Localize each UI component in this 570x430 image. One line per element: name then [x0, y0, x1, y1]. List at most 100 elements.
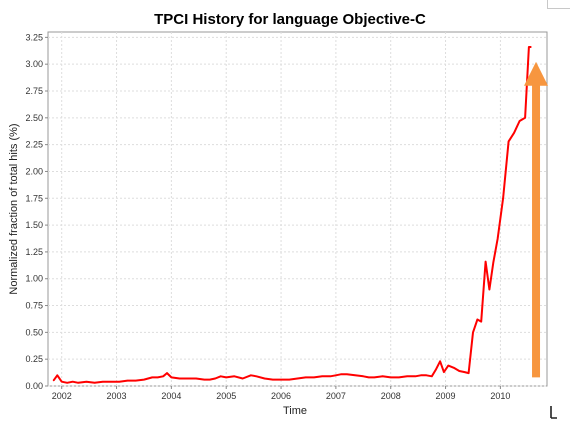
data-point: [179, 377, 181, 380]
chart-title: TPCI History for language Objective-C: [154, 11, 426, 28]
data-point: [170, 376, 172, 379]
data-point: [420, 374, 422, 376]
data-point: [464, 371, 466, 373]
data-point: [362, 375, 364, 377]
data-point: [162, 375, 164, 377]
data-point: [346, 373, 348, 375]
data-point: [220, 375, 222, 377]
data-point: [305, 376, 307, 379]
data-point: [492, 262, 494, 264]
y-axis-ticks: 0.00 0.25 0.50 0.75 1.00 1.25 1.50 1.75 2.00 2.25…: [25, 32, 48, 391]
data-point: [453, 367, 455, 369]
data-point: [458, 370, 460, 372]
data-point: [390, 376, 392, 379]
data-point: [143, 378, 145, 381]
data-point: [135, 380, 137, 382]
data-point: [406, 375, 408, 377]
x-axis-ticks: 2002 2003 2004 2005 2006 2007 2008 2009 2010: [52, 386, 510, 401]
data-point: [203, 378, 205, 381]
data-point: [513, 132, 515, 134]
data-point: [157, 376, 159, 379]
data-point: [488, 288, 491, 291]
data-point: [209, 378, 211, 381]
y-tick-label: 0.50: [25, 327, 43, 337]
data-point: [447, 365, 449, 367]
data-point: [56, 374, 58, 376]
y-tick-label: 2.00: [25, 166, 43, 176]
data-point: [439, 360, 441, 362]
data-point: [242, 377, 244, 380]
y-tick-label: 2.75: [25, 86, 43, 96]
data-point: [94, 382, 96, 384]
data-point: [118, 381, 120, 383]
y-tick-label: 3.00: [25, 59, 43, 69]
y-tick-label: 1.25: [25, 247, 43, 257]
data-point: [528, 46, 530, 48]
x-tick-label: 2004: [161, 391, 181, 401]
y-tick-label: 3.25: [25, 32, 43, 42]
x-tick-label: 2010: [490, 391, 510, 401]
x-tick-label: 2003: [107, 391, 127, 401]
data-point: [425, 374, 427, 376]
data-point: [77, 382, 79, 384]
data-point: [52, 380, 55, 382]
series-layer: [52, 46, 532, 384]
x-tick-label: 2002: [52, 391, 72, 401]
data-point: [321, 375, 323, 377]
data-point: [508, 140, 510, 143]
data-point: [373, 376, 375, 379]
data-point: [233, 375, 236, 377]
y-axis-label: Normalized fraction of total hits (%): [8, 123, 20, 294]
data-point: [329, 375, 332, 377]
data-point: [530, 46, 532, 48]
data-point: [340, 373, 342, 375]
data-point: [518, 120, 521, 122]
data-point: [195, 377, 197, 380]
data-point: [102, 381, 104, 383]
data-point: [72, 381, 74, 383]
y-tick-label: 2.50: [25, 113, 43, 123]
data-point: [61, 381, 63, 383]
data-point: [472, 331, 474, 333]
data-point: [476, 318, 478, 321]
x-tick-label: 2005: [216, 391, 236, 401]
y-tick-label: 1.50: [25, 220, 43, 230]
data-point: [484, 260, 487, 263]
data-point: [263, 377, 266, 380]
data-point: [497, 238, 499, 240]
data-point: [296, 377, 299, 380]
data-point: [524, 117, 526, 119]
data-point: [398, 376, 400, 379]
data-point: [166, 372, 168, 374]
y-tick-label: 2.25: [25, 140, 43, 150]
data-point: [280, 378, 282, 381]
window-corner-frame: [547, 0, 570, 9]
data-point: [443, 371, 445, 373]
data-point: [381, 375, 384, 377]
data-point: [126, 380, 129, 382]
y-tick-label: 1.75: [25, 193, 43, 203]
y-tick-label: 0.25: [25, 354, 43, 364]
data-point: [85, 381, 87, 383]
data-point: [354, 374, 356, 376]
data-point: [502, 197, 504, 199]
mouse-cursor-icon: [550, 406, 557, 419]
data-point: [480, 321, 482, 323]
data-point: [467, 372, 470, 374]
data-point: [151, 376, 153, 379]
y-tick-label: 0.00: [25, 381, 43, 391]
x-tick-label: 2008: [381, 391, 401, 401]
y-tick-label: 1.00: [25, 274, 43, 284]
x-tick-label: 2007: [326, 391, 346, 401]
x-axis-label: Time: [283, 405, 307, 417]
data-point: [110, 381, 112, 383]
data-point: [255, 375, 257, 377]
data-point: [435, 369, 437, 371]
x-tick-label: 2006: [271, 391, 291, 401]
data-point: [335, 374, 337, 376]
data-point: [368, 376, 370, 379]
data-point: [414, 375, 416, 377]
data-point: [431, 375, 433, 377]
data-point: [225, 376, 227, 379]
